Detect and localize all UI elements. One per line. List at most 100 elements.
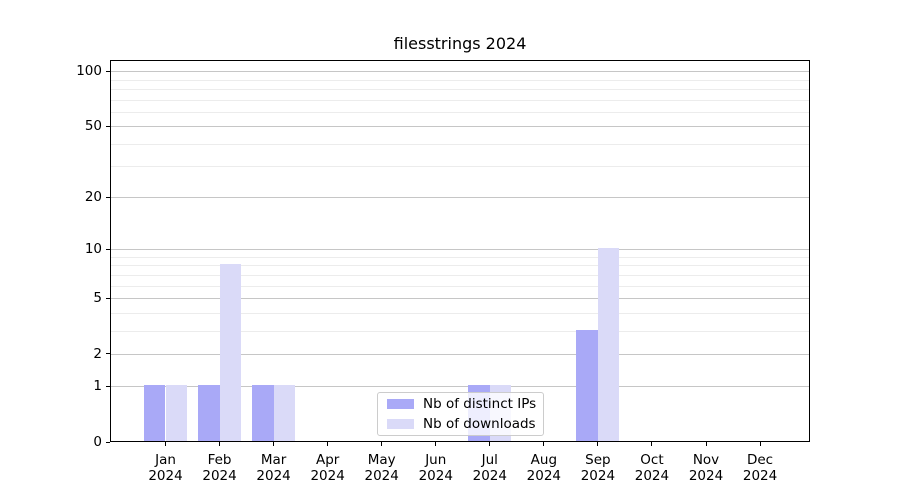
- gridline-minor: [111, 99, 809, 101]
- x-tick-year: 2024: [634, 468, 670, 484]
- x-tick-month: Jun: [425, 452, 447, 468]
- x-tick-month: Oct: [640, 452, 664, 468]
- gridline-major: [111, 298, 809, 300]
- gridline-major: [111, 126, 809, 128]
- gridline-minor: [111, 330, 809, 332]
- y-tick-label: 5: [93, 290, 102, 307]
- x-tick-year: 2024: [364, 468, 399, 484]
- x-tick-month: Sep: [585, 452, 611, 468]
- y-tick-label: 2: [93, 345, 102, 362]
- x-tick-mark: [435, 442, 437, 446]
- y-tick-label: 50: [84, 118, 102, 135]
- legend-swatch-distinct-ips-icon: [387, 399, 414, 409]
- bar-distinct-ips-jan: [143, 385, 166, 441]
- x-tick-mark: [381, 442, 383, 446]
- x-tick-mark: [327, 442, 329, 446]
- y-tick-mark: [106, 385, 110, 387]
- x-tick-mark: [489, 442, 491, 446]
- x-tick-year: 2024: [688, 468, 724, 484]
- x-tick-year: 2024: [310, 468, 345, 484]
- y-tick-mark: [106, 70, 110, 72]
- y-tick-mark: [106, 125, 110, 127]
- bar-downloads-jan: [165, 385, 188, 441]
- x-tick-label-sep: Sep 2024: [566, 452, 630, 484]
- legend-item-distinct-ips: Nb of distinct IPs: [378, 394, 543, 414]
- y-tick-label: 20: [84, 189, 102, 206]
- x-tick-year: 2024: [148, 468, 183, 484]
- y-tick-label: 1: [93, 378, 102, 395]
- x-tick-month: Jul: [481, 452, 498, 468]
- x-tick-month: Jan: [155, 452, 176, 468]
- x-tick-month: Feb: [207, 452, 232, 468]
- y-tick-label: 100: [76, 63, 102, 80]
- y-tick-mark: [106, 248, 110, 250]
- y-tick-mark: [106, 441, 110, 443]
- bar-distinct-ips-mar: [252, 385, 274, 441]
- x-tick-label-aug: Aug 2024: [512, 452, 576, 484]
- x-tick-year: 2024: [202, 468, 237, 484]
- y-tick-mark: [106, 353, 110, 355]
- bar-downloads-mar: [273, 385, 296, 441]
- x-tick-month: Nov: [692, 452, 720, 468]
- gridline-minor: [111, 79, 809, 81]
- gridline-major: [111, 353, 809, 355]
- x-tick-label-jul: Jul 2024: [458, 452, 522, 484]
- y-tick-label: 0: [93, 434, 102, 450]
- x-tick-month: Mar: [260, 452, 287, 468]
- gridline-minor: [111, 257, 809, 258]
- bar-distinct-ips-feb: [197, 385, 220, 441]
- legend-label-downloads: Nb of downloads: [423, 416, 536, 432]
- x-tick-mark: [543, 442, 545, 446]
- x-tick-label-apr: Apr 2024: [296, 452, 360, 484]
- x-tick-mark: [597, 442, 599, 446]
- legend: Nb of distinct IPs Nb of downloads: [377, 392, 544, 436]
- x-tick-label-jun: Jun 2024: [404, 452, 468, 484]
- x-tick-month: Apr: [315, 452, 340, 468]
- x-tick-label-dec: Dec 2024: [728, 452, 792, 484]
- x-tick-year: 2024: [472, 468, 507, 484]
- x-tick-mark: [219, 442, 221, 446]
- x-tick-month: Aug: [530, 452, 558, 468]
- gridline-major: [111, 386, 809, 388]
- x-tick-mark: [165, 442, 166, 446]
- y-tick-mark: [106, 297, 110, 299]
- gridline-minor: [111, 111, 809, 113]
- plot-area: [110, 60, 810, 442]
- legend-label-distinct-ips: Nb of distinct IPs: [423, 396, 537, 412]
- gridline-major: [111, 71, 809, 73]
- x-tick-label-nov: Nov 2024: [674, 452, 738, 484]
- x-tick-mark: [651, 442, 653, 446]
- x-tick-label-mar: Mar 2024: [242, 452, 306, 484]
- x-tick-label-feb: Feb 2024: [188, 452, 252, 484]
- gridline-minor: [111, 143, 809, 145]
- x-tick-mark: [759, 442, 761, 446]
- x-tick-year: 2024: [742, 468, 778, 484]
- bar-downloads-feb: [219, 264, 242, 441]
- gridline-major: [111, 197, 809, 199]
- x-tick-label-oct: Oct 2024: [620, 452, 684, 484]
- x-tick-month: Dec: [746, 452, 774, 468]
- x-tick-year: 2024: [526, 468, 562, 484]
- legend-swatch-downloads-icon: [387, 419, 414, 429]
- gridline-minor: [111, 274, 809, 276]
- x-tick-mark: [273, 442, 275, 446]
- gridline-minor: [111, 285, 809, 287]
- x-tick-label-jan: Jan 2024: [134, 452, 198, 484]
- legend-item-downloads: Nb of downloads: [378, 414, 543, 434]
- x-tick-year: 2024: [580, 468, 616, 484]
- x-tick-mark: [705, 442, 707, 446]
- x-tick-label-may: May 2024: [350, 452, 414, 484]
- bar-distinct-ips-sep: [576, 329, 598, 441]
- gridline-minor: [111, 166, 809, 168]
- chart-title: filesstrings 2024: [393, 34, 527, 53]
- y-tick-mark: [106, 196, 110, 198]
- x-tick-month: May: [367, 452, 396, 468]
- gridline-minor: [111, 312, 809, 314]
- gridline-minor: [111, 265, 809, 267]
- x-tick-year: 2024: [418, 468, 453, 484]
- gridline-major: [111, 249, 809, 251]
- gridline-minor: [111, 88, 809, 90]
- x-tick-year: 2024: [256, 468, 291, 484]
- bar-downloads-sep: [597, 248, 620, 441]
